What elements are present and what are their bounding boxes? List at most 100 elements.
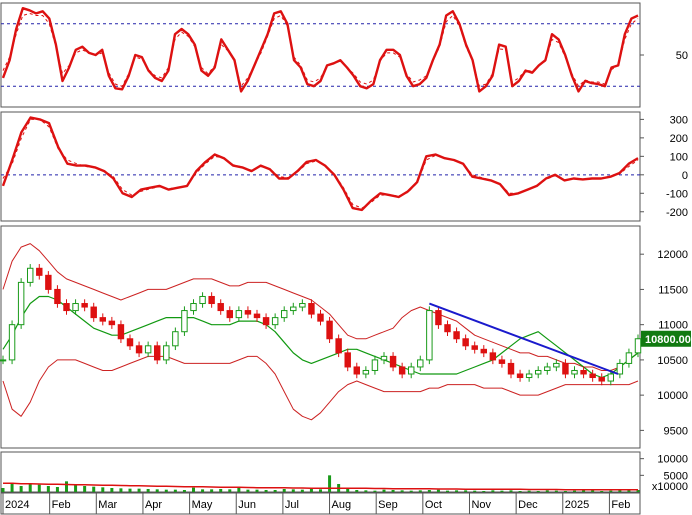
bollinger-lower	[2, 355, 639, 421]
candle-body	[63, 303, 70, 312]
candle-body	[335, 338, 342, 354]
candle-body	[480, 348, 488, 354]
oscillator-middle-main-line	[1, 116, 639, 212]
volume-bar	[300, 489, 304, 492]
volume-bar	[591, 490, 595, 492]
candle-body	[199, 295, 206, 305]
bollinger-middle	[2, 295, 639, 379]
last-price-box	[641, 330, 691, 347]
candle-body	[226, 310, 234, 319]
candle-body	[244, 310, 252, 315]
candle-body	[0, 359, 7, 362]
volume-bar	[409, 490, 413, 492]
volume-bar	[182, 490, 186, 492]
candle-body	[398, 366, 406, 375]
candle-body	[489, 352, 497, 361]
volume-bar	[10, 482, 14, 492]
xtick-label: 2024	[5, 499, 29, 511]
candle-body	[117, 324, 125, 340]
oscillator-middle-frame	[0, 111, 641, 222]
ytick-label: 12000	[657, 249, 688, 261]
candle-body	[417, 359, 424, 368]
volume-bar	[554, 490, 558, 492]
candle-body	[8, 324, 16, 361]
volume-bar	[19, 486, 23, 492]
volume-bar	[110, 488, 114, 492]
volume-bar	[518, 491, 522, 492]
price-frame	[0, 225, 641, 449]
volume-bar	[309, 489, 313, 492]
candle-body	[308, 303, 315, 315]
volume-bar	[210, 489, 214, 492]
candle-body	[634, 338, 642, 354]
volume-bar	[219, 489, 223, 492]
candle-body	[553, 362, 560, 368]
volume-frame	[0, 451, 641, 493]
volume-bar	[482, 491, 486, 492]
volume-bar	[464, 490, 468, 492]
candle-body	[172, 331, 179, 347]
xtick-label: Dec	[518, 499, 538, 511]
candle-body	[280, 310, 288, 319]
volume-bar	[346, 489, 350, 492]
volume-bar	[319, 489, 322, 492]
candle-body	[81, 303, 88, 308]
volume-unit-label: x10000	[652, 481, 688, 493]
candle-body	[90, 306, 97, 319]
volume-bar	[373, 490, 377, 492]
volume-bar	[455, 490, 459, 492]
volume-bar	[28, 483, 32, 492]
ytick-label: 300	[670, 114, 688, 126]
candle-body	[208, 295, 215, 305]
ytick-label: 100	[670, 151, 688, 163]
candle-body	[607, 373, 615, 382]
volume-bar	[228, 489, 232, 492]
ytick-label: 11500	[658, 284, 688, 296]
candle-body	[163, 345, 170, 361]
volume-bar	[155, 489, 159, 492]
xtick-label: 2025	[565, 499, 589, 511]
oscillator-middle-signal-line	[2, 118, 639, 209]
volume-bar	[609, 490, 613, 492]
candle-body	[153, 345, 161, 361]
volume-ma-line	[3, 482, 638, 491]
xtick-label: Nov	[471, 499, 491, 511]
candle-body	[507, 362, 515, 375]
volume-bar	[427, 490, 431, 492]
volume-bar	[536, 491, 540, 492]
candle-body	[580, 369, 587, 375]
candle-body	[389, 355, 397, 368]
candle-body	[471, 345, 478, 350]
volume-bar	[291, 489, 295, 492]
volume-bar	[164, 489, 168, 492]
volume-bar	[55, 487, 59, 492]
volume-bar	[101, 487, 105, 492]
volume-bar	[128, 488, 132, 492]
xtick-label: Jun	[238, 499, 256, 511]
candle-body	[262, 317, 270, 326]
volume-bar	[446, 490, 449, 492]
ytick-label: 10500	[657, 355, 688, 367]
volume-bar	[146, 489, 150, 492]
ytick-label: 10000	[657, 390, 688, 402]
candle-body	[344, 352, 351, 368]
volume-bar	[273, 490, 277, 492]
volume-bar	[92, 486, 96, 492]
xtick-label: Feb	[611, 499, 630, 511]
candle-body	[544, 366, 551, 371]
candle-body	[72, 303, 79, 312]
candle-body	[54, 288, 61, 305]
oscillator-top-main-line	[1, 6, 639, 93]
volume-bar	[83, 486, 87, 492]
ytick-label: 200	[670, 133, 688, 145]
candle-body	[589, 373, 596, 379]
candle-body	[453, 331, 460, 340]
volume-bar	[400, 490, 404, 492]
candle-body	[299, 303, 306, 308]
volume-bar	[563, 491, 567, 492]
volume-bar	[618, 490, 622, 492]
candle-body	[326, 320, 333, 340]
volume-bar	[436, 489, 440, 492]
candle-body	[353, 366, 361, 375]
